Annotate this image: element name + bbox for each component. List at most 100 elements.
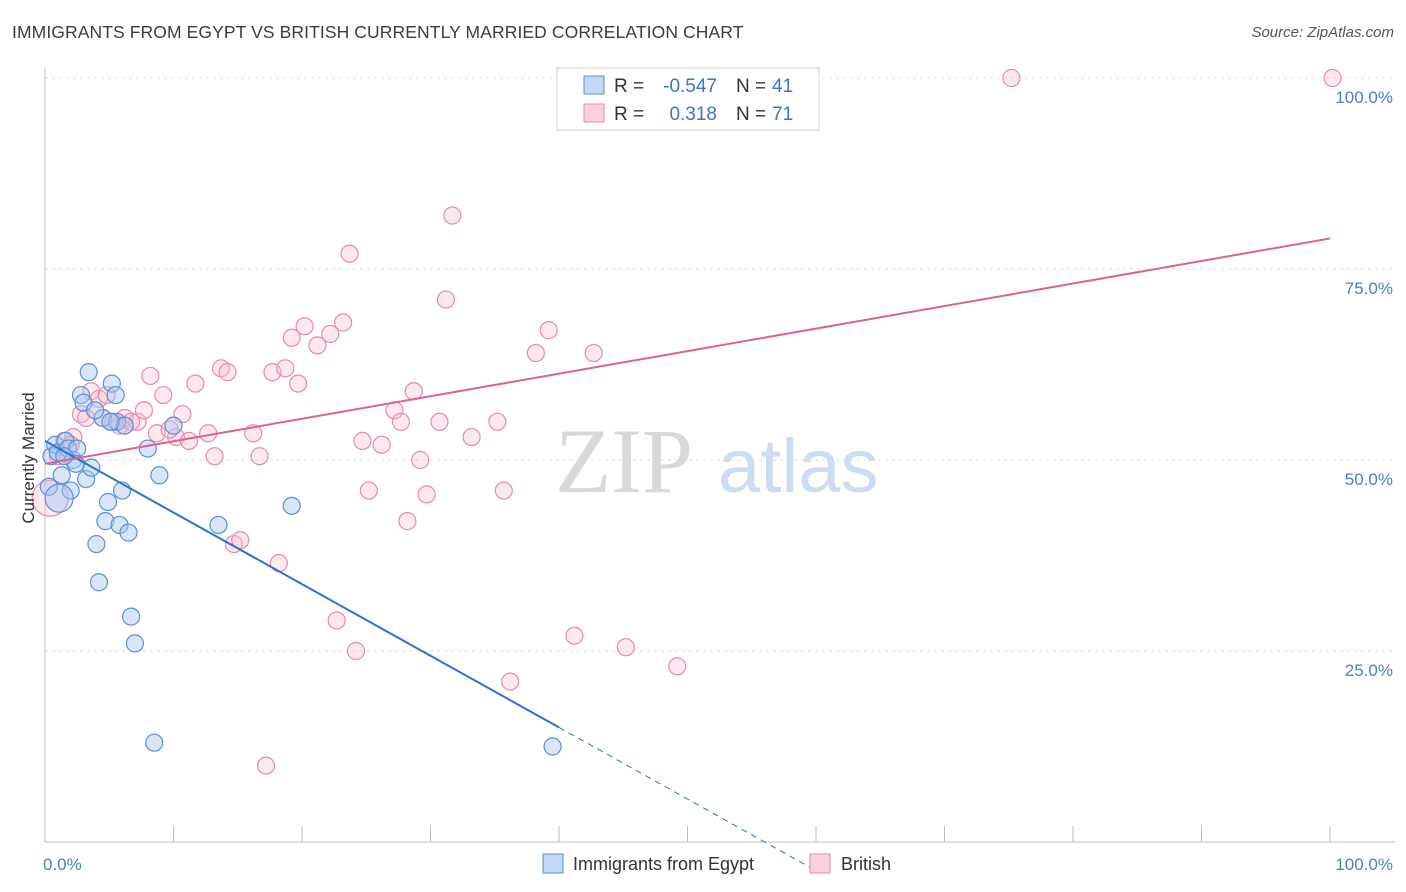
legend-r-value-1: -0.547 bbox=[663, 76, 717, 97]
y-tick-label: 25.0% bbox=[1345, 661, 1393, 680]
british-point bbox=[308, 336, 327, 355]
british-point bbox=[494, 481, 513, 500]
british-point bbox=[334, 313, 353, 332]
british-point bbox=[488, 412, 507, 431]
legend-n-value-2: 71 bbox=[772, 104, 793, 125]
legend-n-label-1: N = bbox=[736, 76, 766, 97]
egypt-point bbox=[77, 470, 96, 489]
legend-r-label-2: R = bbox=[614, 104, 644, 125]
bottom-legend-label-egypt[interactable]: Immigrants from Egypt bbox=[573, 854, 754, 874]
y-tick-label: 75.0% bbox=[1345, 279, 1393, 298]
grid-lines bbox=[45, 77, 1395, 652]
egypt-trend-line bbox=[44, 440, 560, 729]
british-point bbox=[205, 447, 224, 466]
british-point bbox=[501, 672, 520, 691]
egypt-point bbox=[87, 534, 106, 554]
bottom-legend-swatch-british[interactable] bbox=[809, 853, 831, 874]
egypt-point bbox=[543, 737, 562, 756]
source-label: Source: ZipAtlas.com bbox=[1251, 24, 1394, 41]
axes: 25.0% 50.0% 75.0% 100.0% 0.0% 100.0% bbox=[43, 68, 1395, 874]
british-point bbox=[276, 359, 295, 378]
british-point bbox=[321, 324, 340, 344]
british-point bbox=[154, 385, 173, 405]
legend-r-value-2: 0.318 bbox=[669, 104, 717, 125]
british-point bbox=[616, 638, 635, 657]
egypt-points bbox=[39, 363, 562, 756]
egypt-point bbox=[282, 496, 301, 515]
egypt-point bbox=[39, 477, 58, 496]
egypt-point bbox=[96, 512, 115, 531]
british-point bbox=[1323, 68, 1342, 88]
british-point bbox=[411, 450, 430, 470]
egypt-trend-extension bbox=[558, 726, 817, 872]
stats-legend: R = -0.547 N = 41 R = 0.318 N = 71 bbox=[556, 67, 820, 131]
y-axis-label: Currently Married bbox=[19, 392, 38, 523]
bottom-legend-label-british[interactable]: British bbox=[841, 854, 891, 874]
egypt-point bbox=[119, 523, 138, 542]
trend-lines bbox=[44, 237, 1331, 872]
british-point bbox=[340, 244, 359, 263]
series-legend: Immigrants from Egypt British bbox=[542, 853, 891, 874]
legend-n-value-1: 41 bbox=[772, 76, 793, 97]
watermark-atlas: atlas bbox=[718, 424, 879, 509]
british-point bbox=[391, 412, 411, 431]
egypt-point bbox=[150, 466, 169, 485]
x-tick-label: 0.0% bbox=[43, 855, 82, 874]
y-tick-label: 100.0% bbox=[1335, 88, 1393, 107]
egypt-point bbox=[209, 515, 228, 535]
british-point bbox=[443, 206, 462, 225]
british-point bbox=[218, 363, 237, 382]
british-point bbox=[436, 290, 456, 309]
british-point bbox=[539, 321, 558, 340]
british-point bbox=[417, 485, 436, 504]
egypt-point bbox=[44, 483, 74, 513]
british-point bbox=[295, 317, 314, 336]
british-point bbox=[250, 447, 269, 466]
british-point bbox=[282, 328, 301, 347]
british-points bbox=[31, 68, 1342, 775]
egypt-point bbox=[102, 374, 121, 393]
egypt-point bbox=[164, 416, 183, 435]
british-point bbox=[668, 657, 687, 676]
egypt-point bbox=[145, 733, 164, 752]
british-point bbox=[372, 435, 391, 454]
egypt-point bbox=[121, 607, 141, 626]
british-point bbox=[565, 626, 584, 645]
british-point bbox=[256, 756, 276, 775]
british-point bbox=[179, 431, 199, 450]
british-point bbox=[269, 554, 288, 573]
legend-swatch-british bbox=[583, 103, 605, 123]
british-point bbox=[1002, 68, 1021, 88]
british-trend-line bbox=[44, 237, 1331, 465]
british-point bbox=[141, 366, 160, 386]
british-point bbox=[398, 512, 417, 531]
egypt-point bbox=[101, 412, 120, 431]
legend-swatch-egypt bbox=[583, 75, 605, 95]
british-point bbox=[186, 374, 205, 393]
british-point bbox=[526, 343, 545, 363]
egypt-point bbox=[115, 416, 134, 435]
british-point bbox=[289, 374, 308, 393]
legend-r-label-1: R = bbox=[614, 76, 644, 97]
british-point bbox=[346, 641, 366, 661]
egypt-point bbox=[79, 363, 98, 382]
y-tick-label: 50.0% bbox=[1345, 470, 1393, 489]
british-point bbox=[327, 611, 346, 630]
watermark-zip: ZIP bbox=[555, 410, 693, 512]
egypt-point bbox=[125, 634, 145, 653]
egypt-point bbox=[89, 573, 109, 592]
british-point bbox=[359, 481, 378, 500]
bottom-legend-swatch-egypt[interactable] bbox=[542, 853, 564, 874]
egypt-point bbox=[86, 401, 105, 420]
british-point bbox=[353, 431, 372, 450]
british-point bbox=[134, 401, 154, 420]
x-tick-label: 100.0% bbox=[1335, 855, 1393, 874]
egypt-point bbox=[98, 492, 118, 512]
chart-title: IMMIGRANTS FROM EGYPT VS BRITISH CURRENT… bbox=[12, 22, 744, 42]
legend-n-label-2: N = bbox=[736, 104, 766, 125]
british-point bbox=[584, 343, 603, 363]
british-point bbox=[430, 412, 449, 431]
egypt-point bbox=[52, 466, 71, 485]
egypt-point bbox=[138, 439, 157, 458]
